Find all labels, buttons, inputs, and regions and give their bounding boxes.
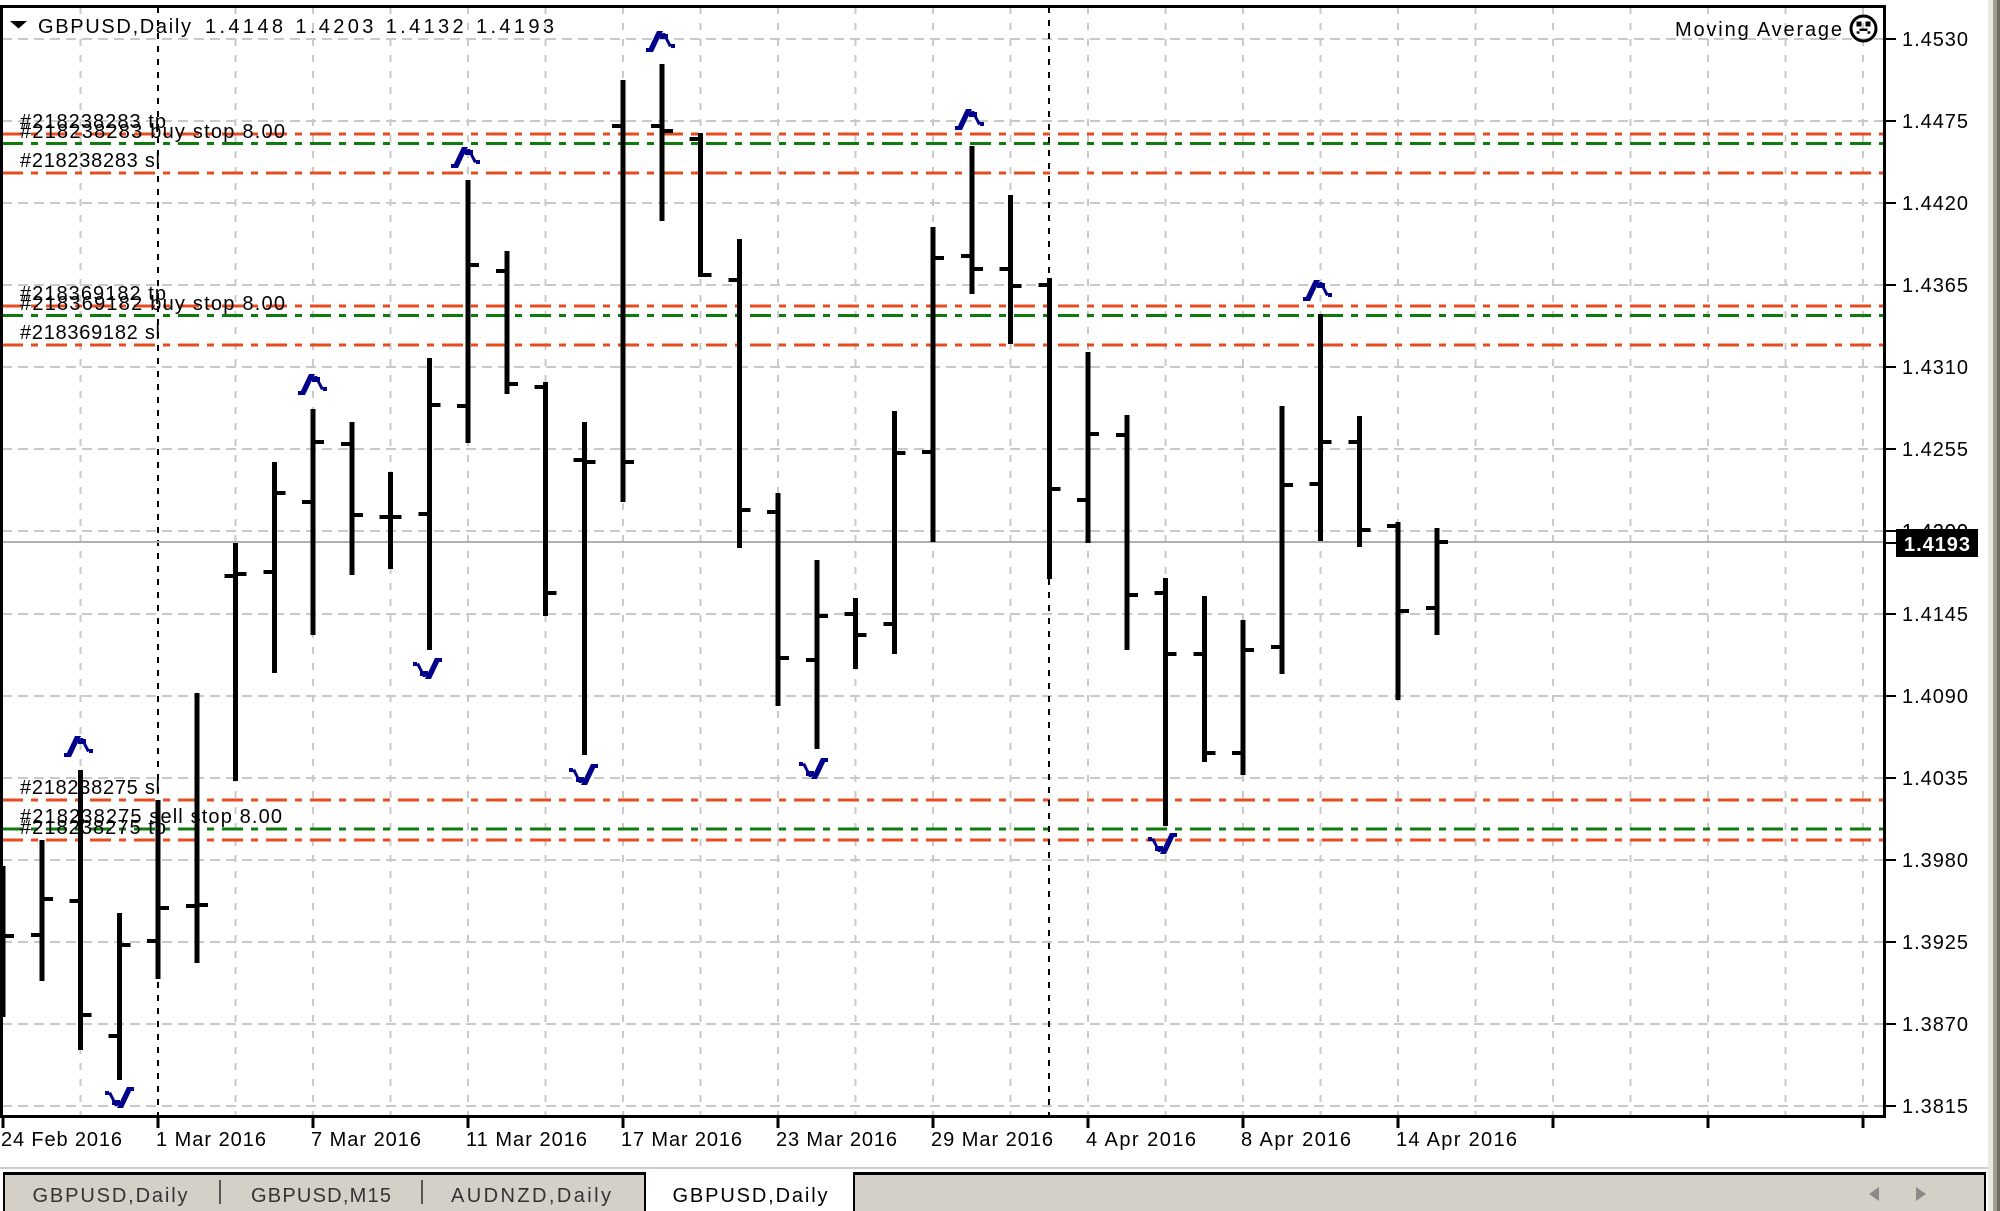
svg-text:#218238275 sell stop 8.00: #218238275 sell stop 8.00 [20, 806, 282, 828]
svg-text:1.3870: 1.3870 [1902, 1014, 1968, 1036]
svg-text:1.4148 1.4203 1.4132 1.4193: 1.4148 1.4203 1.4132 1.4193 [205, 16, 554, 38]
svg-text:24 Feb 2016: 24 Feb 2016 [1, 1129, 122, 1151]
svg-text:1 Mar 2016: 1 Mar 2016 [156, 1129, 266, 1151]
svg-text:1.3980: 1.3980 [1902, 850, 1968, 872]
svg-text:#218238283 sl: #218238283 sl [20, 150, 160, 172]
svg-text:1.3815: 1.3815 [1902, 1096, 1968, 1118]
svg-text:8 Apr 2016: 8 Apr 2016 [1241, 1129, 1351, 1151]
svg-text:1.4365: 1.4365 [1902, 275, 1968, 297]
svg-text:Moving Average: Moving Average [1675, 19, 1842, 41]
svg-text:#218238275 tp: #218238275 tp [20, 817, 166, 839]
svg-text:#218369182 tp: #218369182 tp [20, 283, 166, 305]
svg-text:23 Mar 2016: 23 Mar 2016 [776, 1129, 897, 1151]
svg-text:4 Apr 2016: 4 Apr 2016 [1086, 1129, 1196, 1151]
svg-text:1.4090: 1.4090 [1902, 686, 1968, 708]
svg-text:1.4530: 1.4530 [1902, 29, 1968, 51]
svg-text:1.4035: 1.4035 [1902, 768, 1968, 790]
svg-text:#218238283 tp: #218238283 tp [20, 111, 166, 133]
svg-text:29 Mar 2016: 29 Mar 2016 [931, 1129, 1053, 1151]
svg-text:GBPUSD,Daily: GBPUSD,Daily [673, 1185, 828, 1207]
svg-text:#218369182 buy stop 8.00: #218369182 buy stop 8.00 [20, 293, 285, 315]
svg-text:14 Apr 2016: 14 Apr 2016 [1396, 1129, 1517, 1151]
svg-text:1.4255: 1.4255 [1902, 439, 1968, 461]
svg-text:1.4475: 1.4475 [1902, 111, 1968, 133]
svg-text:1.4310: 1.4310 [1902, 357, 1968, 379]
svg-text:1.4420: 1.4420 [1902, 193, 1968, 215]
svg-text:#218238283 buy stop 8.00: #218238283 buy stop 8.00 [20, 121, 285, 143]
svg-text:GBPUSD,Daily: GBPUSD,Daily [38, 16, 191, 38]
svg-text:GBPUSD,M15: GBPUSD,M15 [251, 1185, 391, 1207]
svg-text:7 Mar 2016: 7 Mar 2016 [311, 1129, 421, 1151]
svg-text:11 Mar 2016: 11 Mar 2016 [466, 1129, 587, 1151]
svg-text:#218369182 sl: #218369182 sl [20, 322, 160, 344]
svg-text:1.4193: 1.4193 [1904, 534, 1970, 556]
svg-text:1.4145: 1.4145 [1902, 604, 1968, 626]
svg-text:1.3925: 1.3925 [1902, 932, 1968, 954]
svg-text:17 Mar 2016: 17 Mar 2016 [621, 1129, 742, 1151]
svg-text:#218238275 sl: #218238275 sl [20, 777, 160, 799]
